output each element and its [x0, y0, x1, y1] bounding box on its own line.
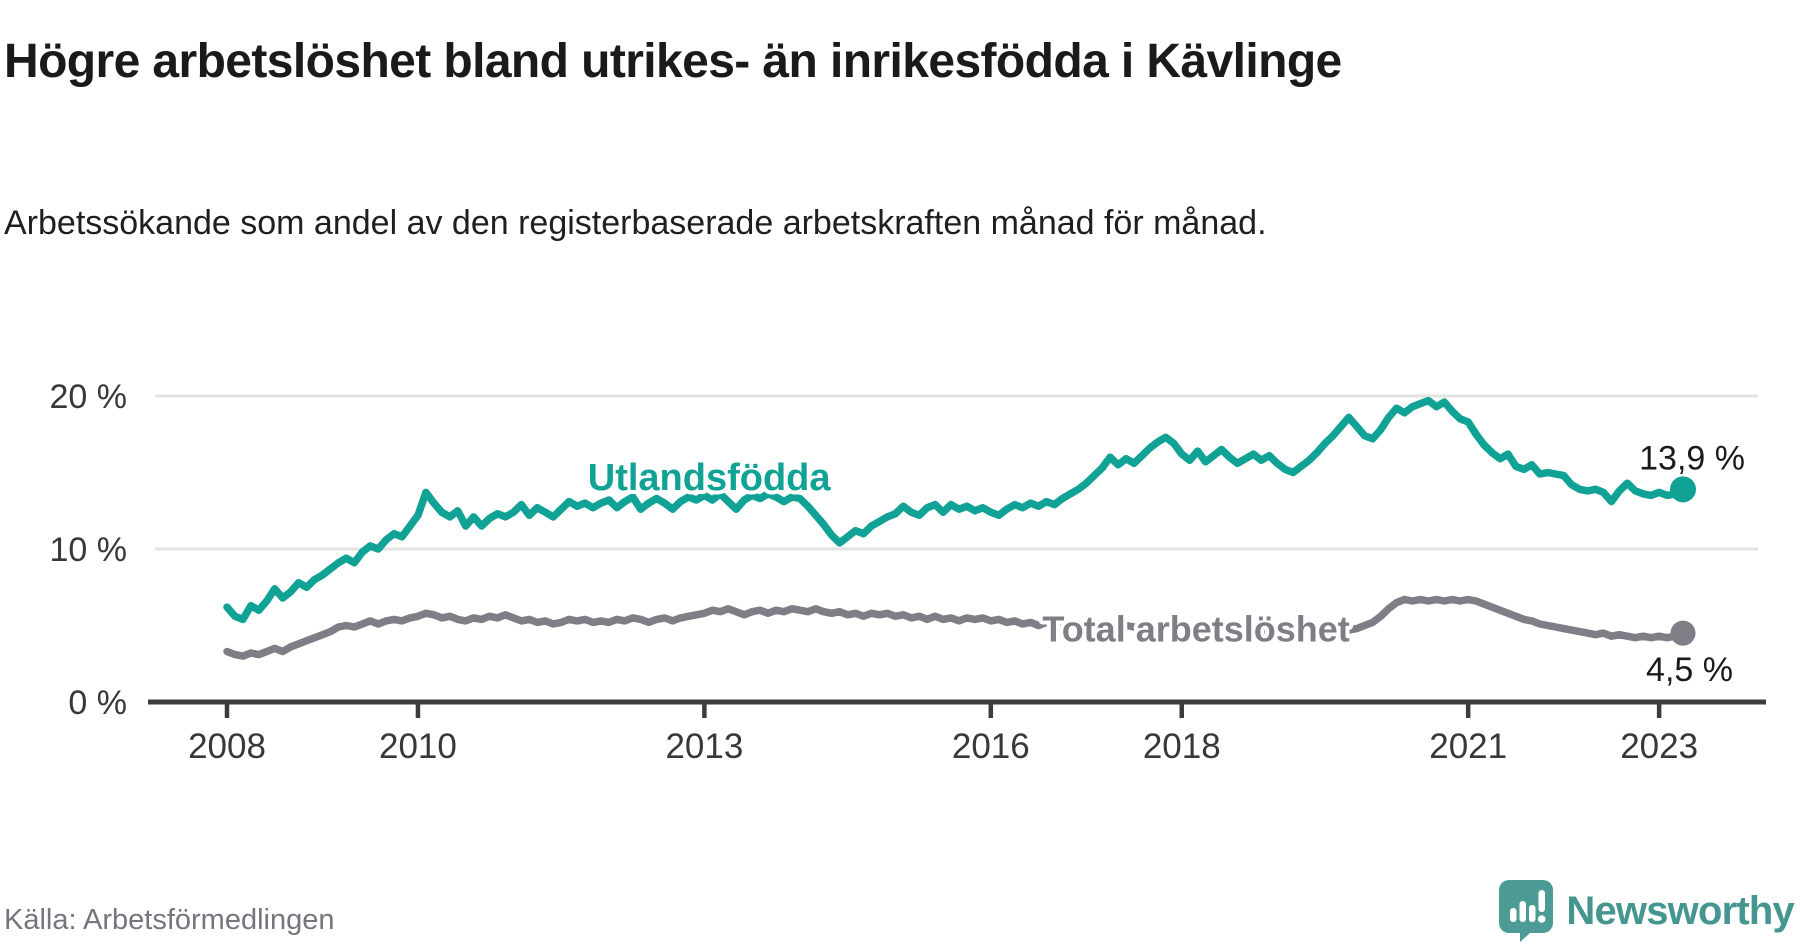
chart-area: 0 % 10 % 20 % 2008 2010 2013 2016 2018 2021 2023 T…: [0, 300, 1800, 780]
chart-subtitle: Arbetssökande som andel av den registerb…: [4, 204, 1267, 242]
x-axis-tick-label: 2018: [1143, 727, 1221, 766]
series-label-utlandsfodda: Utlandsfödda: [588, 457, 832, 499]
source-note: Källa: Arbetsförmedlingen: [4, 904, 335, 936]
end-value-label-total: 4,5 %: [1646, 651, 1733, 689]
series-end-dot-utlandsfodda: [1670, 476, 1696, 503]
series-line-utlandsfodda: [223, 396, 1687, 624]
chart-title: Högre arbetslöshet bland utrikes- än inr…: [4, 35, 1342, 89]
x-axis-tick-label: 2023: [1620, 727, 1698, 766]
y-axis-tick-label: 0 %: [68, 684, 127, 722]
newsworthy-bubble-icon: [1499, 880, 1554, 942]
x-axis-tick-label: 2021: [1429, 727, 1507, 766]
x-axis-tick-label: 2010: [379, 727, 457, 766]
series-line-total: [223, 595, 1687, 660]
series-end-dot-total: [1670, 620, 1696, 646]
end-value-label-utlandsfodda: 13,9 %: [1639, 439, 1745, 477]
unemployment-line-chart: 0 % 10 % 20 % 2008 2010 2013 2016 2018 2021 2023 T…: [50, 378, 1766, 766]
newsworthy-logo: Newsworthy: [1499, 880, 1795, 942]
y-axis-tick-label: 20 %: [50, 378, 128, 416]
x-axis-tick-label: 2008: [188, 727, 266, 766]
x-axis-tick-label: 2013: [665, 727, 743, 766]
newsworthy-wordmark: Newsworthy: [1566, 889, 1794, 933]
series-label-total: Total arbetslöshet: [1042, 609, 1349, 650]
y-axis-tick-label: 10 %: [50, 531, 128, 569]
x-axis-tick-label: 2016: [952, 727, 1030, 766]
